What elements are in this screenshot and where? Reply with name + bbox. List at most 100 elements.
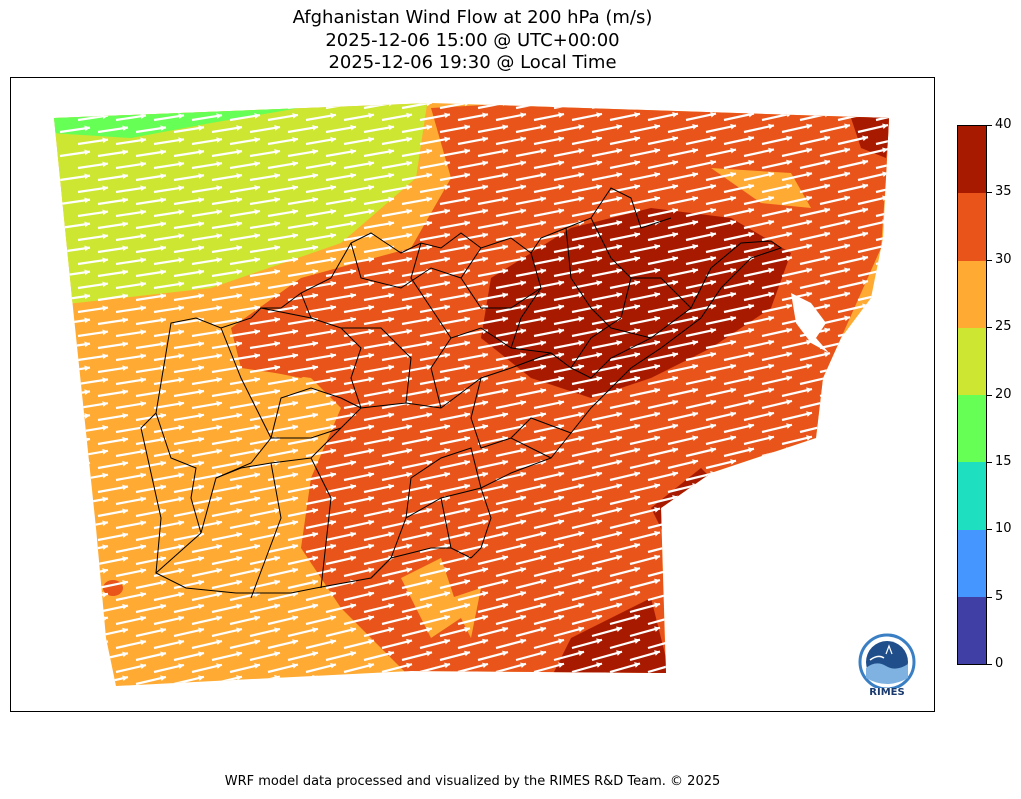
wind-arrowhead xyxy=(616,172,622,178)
wind-arrowhead xyxy=(786,542,792,549)
wind-arrow xyxy=(781,530,813,542)
wind-arrowhead xyxy=(464,412,470,418)
wind-arrow xyxy=(761,495,793,506)
footer-credit: WRF model data processed and visualized … xyxy=(224,774,721,789)
wind-arrowhead xyxy=(350,674,356,681)
wind-arrowhead xyxy=(198,627,204,634)
wind-arrowhead xyxy=(748,159,754,166)
wind-arrowhead xyxy=(406,591,412,597)
wind-arrowhead xyxy=(786,590,792,596)
wind-arrowhead xyxy=(482,184,488,191)
wind-arrowhead xyxy=(806,554,812,560)
wind-arrowhead xyxy=(140,137,146,144)
wind-arrowhead xyxy=(616,387,622,394)
wind-arrowhead xyxy=(806,291,812,298)
wind-arrow xyxy=(705,483,737,494)
wind-arrowhead xyxy=(520,471,526,478)
wind-arrowhead xyxy=(350,484,356,490)
wind-arrowhead xyxy=(900,255,906,261)
wind-arrowhead xyxy=(140,329,146,336)
wind-arrowhead xyxy=(596,423,602,430)
wind-arrowhead xyxy=(274,603,280,610)
wind-arrowhead xyxy=(558,399,564,406)
wind-arrowhead xyxy=(672,183,678,190)
wind-arrowhead xyxy=(710,423,716,430)
wind-arrowhead xyxy=(558,519,564,525)
wind-arrowhead xyxy=(292,376,298,383)
wind-arrowhead xyxy=(444,376,450,383)
wind-arrowhead xyxy=(786,351,792,358)
wind-arrowhead xyxy=(216,257,222,263)
wind-arrowhead xyxy=(444,471,450,478)
wind-arrowhead xyxy=(654,602,660,609)
wind-arrowhead xyxy=(198,651,204,658)
wind-arrowhead xyxy=(710,614,716,620)
wind-arrowhead xyxy=(844,339,850,346)
wind-arrowhead xyxy=(84,627,90,634)
wind-arrowhead xyxy=(730,411,736,418)
colorbar-segment xyxy=(958,260,986,328)
wind-arrowhead xyxy=(768,649,774,656)
wind-arrowhead xyxy=(102,496,108,503)
wind-arrowhead xyxy=(236,197,242,203)
wind-arrowhead xyxy=(768,530,774,537)
wind-arrowhead xyxy=(482,352,488,359)
wind-arrowhead xyxy=(654,292,660,298)
wind-arrowhead xyxy=(254,663,260,669)
wind-arrowhead xyxy=(710,231,716,238)
wind-arrow xyxy=(743,530,775,542)
wind-arrow xyxy=(857,363,889,374)
wind-arrowhead xyxy=(634,614,640,621)
wind-arrowhead xyxy=(634,399,640,406)
wind-arrow xyxy=(553,103,585,110)
wind-arrowhead xyxy=(426,364,432,371)
wind-arrowhead xyxy=(216,161,222,167)
wind-arrowhead xyxy=(844,363,850,370)
wind-arrowhead xyxy=(426,196,432,203)
wind-arrowhead xyxy=(806,506,812,513)
wind-arrowhead xyxy=(102,161,108,168)
wind-arrowhead xyxy=(786,399,792,405)
wind-arrowhead xyxy=(464,626,470,633)
wind-arrow xyxy=(59,557,91,566)
wind-arrowhead xyxy=(464,507,470,514)
wind-arrowhead xyxy=(330,112,336,119)
wind-arrowhead xyxy=(368,400,374,407)
wind-arrowhead xyxy=(178,591,184,598)
wind-arrowhead xyxy=(350,627,356,633)
wind-arrowhead xyxy=(464,268,470,275)
wind-arrowhead xyxy=(426,626,432,633)
wind-arrowhead xyxy=(672,423,678,430)
wind-arrowhead xyxy=(920,530,926,536)
wind-arrowhead xyxy=(634,375,640,382)
wind-arrowhead xyxy=(502,172,508,179)
wind-arrowhead xyxy=(330,496,336,502)
wind-arrowhead xyxy=(596,160,602,166)
wind-arrowhead xyxy=(388,674,394,681)
wind-arrow xyxy=(743,673,775,686)
wind-arrowhead xyxy=(274,579,280,586)
wind-arrowhead xyxy=(806,363,812,370)
wind-arrowhead xyxy=(920,123,926,129)
wind-arrowhead xyxy=(178,185,184,191)
wind-arrowhead xyxy=(426,412,432,418)
wind-arrowhead xyxy=(882,339,888,346)
wind-arrowhead xyxy=(596,376,602,382)
wind-arrowhead xyxy=(122,173,128,180)
wind-arrowhead xyxy=(482,280,488,287)
wind-arrowhead xyxy=(654,148,660,154)
wind-arrowhead xyxy=(84,675,90,682)
wind-arrowhead xyxy=(426,507,432,514)
wind-arrowhead xyxy=(426,124,432,131)
wind-arrowhead xyxy=(596,447,602,454)
wind-arrowhead xyxy=(596,184,602,190)
wind-arrowhead xyxy=(160,508,166,515)
wind-arrowhead xyxy=(768,506,774,513)
wind-arrowhead xyxy=(862,590,868,596)
wind-arrowhead xyxy=(368,256,374,263)
wind-arrowhead xyxy=(312,268,318,275)
wind-arrowhead xyxy=(140,185,146,192)
wind-arrow xyxy=(743,650,775,662)
wind-arrowhead xyxy=(920,649,926,654)
wind-arrowhead xyxy=(768,387,774,394)
